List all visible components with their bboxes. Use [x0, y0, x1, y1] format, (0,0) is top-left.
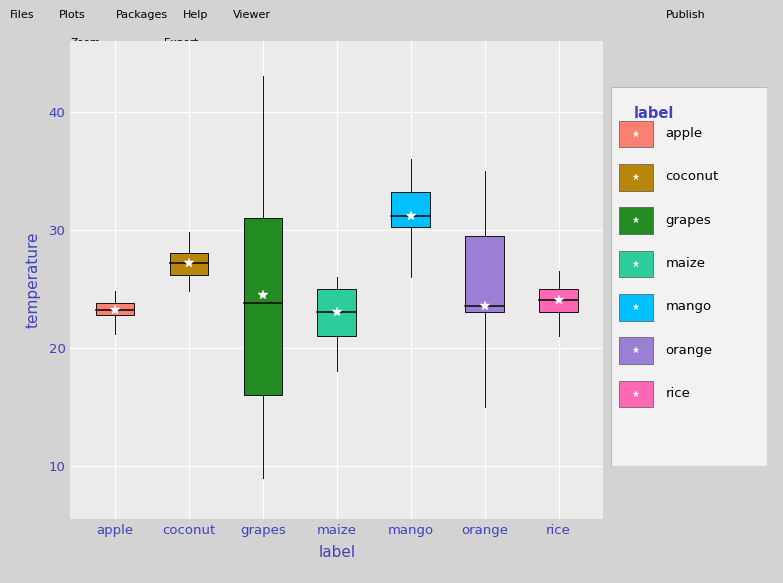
Bar	[619, 164, 653, 191]
Text: maize: maize	[666, 257, 705, 270]
Text: Files: Files	[9, 10, 34, 20]
Text: grapes: grapes	[666, 214, 711, 227]
Bar	[619, 251, 653, 278]
Bar	[244, 218, 282, 395]
Text: rice: rice	[666, 387, 691, 400]
Text: Plots: Plots	[59, 10, 85, 20]
Text: Publish: Publish	[666, 10, 705, 20]
Text: Packages: Packages	[116, 10, 168, 20]
Y-axis label: temperature: temperature	[25, 231, 41, 328]
Bar	[317, 289, 356, 336]
Bar	[392, 192, 430, 227]
Bar	[619, 294, 653, 321]
Text: Export: Export	[164, 38, 199, 48]
Bar	[96, 303, 134, 315]
Bar	[619, 338, 653, 364]
Bar	[170, 253, 208, 275]
Text: Help: Help	[183, 10, 208, 20]
Text: apple: apple	[666, 127, 702, 140]
Text: Viewer: Viewer	[233, 10, 272, 20]
Text: orange: orange	[666, 344, 713, 357]
Bar	[619, 381, 653, 407]
Bar	[465, 236, 503, 312]
Bar	[619, 121, 653, 147]
Bar	[619, 208, 653, 234]
Text: mango: mango	[666, 300, 712, 314]
Text: coconut: coconut	[666, 170, 719, 184]
Bar	[539, 289, 578, 312]
X-axis label: label: label	[318, 545, 355, 560]
Text: Zoom: Zoom	[70, 38, 100, 48]
Text: label: label	[634, 106, 675, 121]
